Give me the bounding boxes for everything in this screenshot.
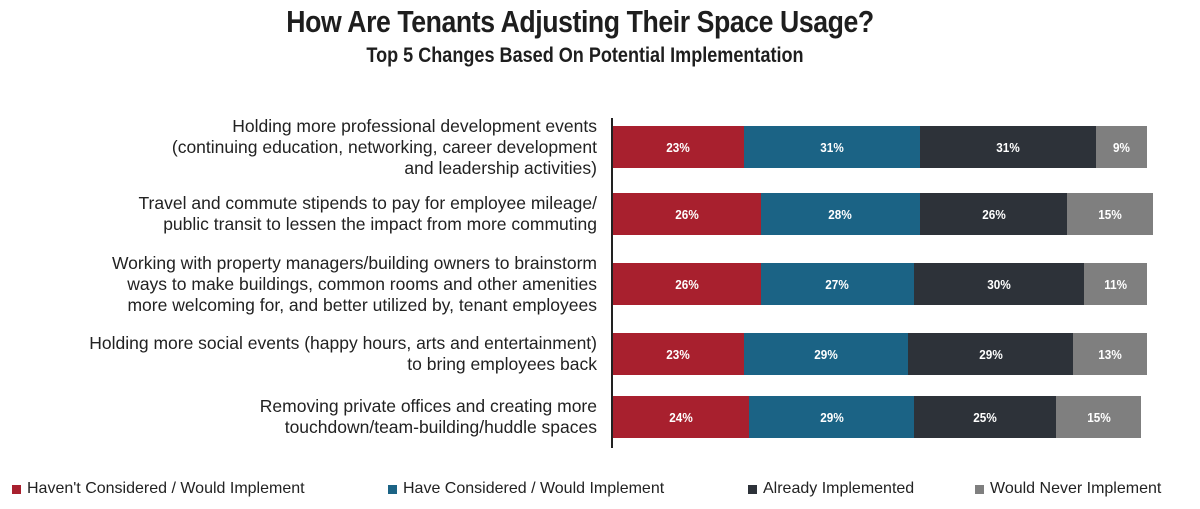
category-label-line: Travel and commute stipends to pay for e… (138, 193, 597, 213)
category-label: Removing private offices and creating mo… (7, 396, 597, 438)
data-label: 15% (1098, 206, 1122, 222)
legend-swatch (748, 484, 757, 494)
category-label: Holding more professional development ev… (7, 116, 597, 179)
legend-item: Would Never Implement (975, 480, 1161, 498)
bar-segment: 26% (613, 193, 761, 235)
category-label-line: touchdown/team-building/huddle spaces (284, 417, 597, 437)
chart-subtitle: Top 5 Changes Based On Potential Impleme… (366, 44, 804, 67)
bar-row: 26% 27% 30% 11% (613, 263, 1147, 305)
data-label: 23% (666, 346, 691, 362)
legend-swatch (12, 484, 21, 494)
data-label: 26% (675, 206, 699, 222)
legend-swatch (975, 484, 984, 494)
category-label-line: Working with property managers/building … (111, 252, 597, 273)
category-label-line: to bring employees back (407, 354, 597, 374)
data-label: 26% (675, 276, 699, 292)
category-label-line: (continuing education, networking, caree… (171, 136, 597, 157)
category-label-line: ways to make buildings, common rooms and… (127, 273, 597, 294)
bar-row: 24% 29% 25% 15% (613, 396, 1142, 438)
bar-segment: 28% (760, 193, 920, 235)
category-label-line: Holding more professional development ev… (232, 115, 597, 136)
bar-segment: 29% (908, 333, 1074, 375)
bar-segment: 15% (1067, 193, 1153, 235)
data-label: 31% (819, 139, 844, 155)
bar-segment: 25% (914, 396, 1057, 438)
legend-item: Haven't Considered / Would Implement (12, 480, 305, 498)
category-axis-line (611, 118, 613, 448)
bar-segment: 23% (613, 126, 744, 168)
data-label: 23% (666, 139, 691, 155)
bar-segment: 31% (919, 126, 1096, 168)
category-label-line: more welcoming for, and better utilized … (127, 294, 597, 315)
legend-item: Have Considered / Would Implement (388, 480, 664, 498)
category-label: Working with property managers/building … (7, 253, 597, 316)
category-label-line: and leadership activities) (404, 157, 597, 178)
bar-segment: 26% (919, 193, 1068, 235)
data-label: 24% (669, 409, 693, 425)
legend-item: Already Implemented (748, 480, 914, 498)
data-label: 29% (978, 346, 1003, 362)
category-label: Travel and commute stipends to pay for e… (7, 193, 597, 235)
data-label: 13% (1098, 346, 1122, 362)
legend: Haven't Considered / Would Implement Have… (0, 480, 1200, 502)
bar-segment: 13% (1073, 333, 1147, 375)
bar-row: 23% 31% 31% 9% (613, 126, 1147, 168)
data-label: 30% (987, 276, 1011, 292)
legend-label: Haven't Considered / Would Implement (27, 480, 305, 497)
data-label: 15% (1086, 409, 1111, 425)
bar-segment: 27% (760, 263, 915, 305)
bar-segment: 9% (1095, 126, 1147, 168)
data-label: 29% (819, 409, 844, 425)
data-label: 28% (828, 206, 852, 222)
data-label: 27% (825, 276, 850, 292)
bar-segment: 29% (743, 333, 909, 375)
bar-row: 26% 28% 26% 15% (613, 193, 1153, 235)
legend-label: Already Implemented (763, 480, 915, 497)
data-label: 29% (814, 346, 838, 362)
category-label-line: Holding more social events (happy hours,… (89, 333, 597, 353)
bar-segment: 11% (1084, 263, 1147, 305)
bar-segment: 24% (613, 396, 750, 438)
bar-segment: 15% (1056, 396, 1142, 438)
legend-label: Would Never Implement (990, 480, 1162, 497)
bar-row: 23% 29% 29% 13% (613, 333, 1147, 375)
data-label: 11% (1104, 276, 1128, 292)
bar-segment: 30% (914, 263, 1085, 305)
data-label: 9% (1112, 139, 1130, 155)
bar-segment: 29% (749, 396, 915, 438)
data-label: 31% (996, 139, 1020, 155)
chart-title: How Are Tenants Adjusting Their Space Us… (286, 4, 874, 39)
legend-swatch (388, 484, 397, 494)
data-label: 25% (973, 409, 997, 425)
category-label-line: Removing private offices and creating mo… (259, 396, 597, 416)
data-label: 26% (981, 206, 1006, 222)
legend-label: Have Considered / Would Implement (403, 480, 665, 497)
category-label: Holding more social events (happy hours,… (7, 333, 597, 375)
bar-segment: 23% (613, 333, 744, 375)
bar-segment: 26% (613, 263, 761, 305)
category-label-line: public transit to lessen the impact from… (163, 214, 597, 234)
bar-segment: 31% (743, 126, 920, 168)
